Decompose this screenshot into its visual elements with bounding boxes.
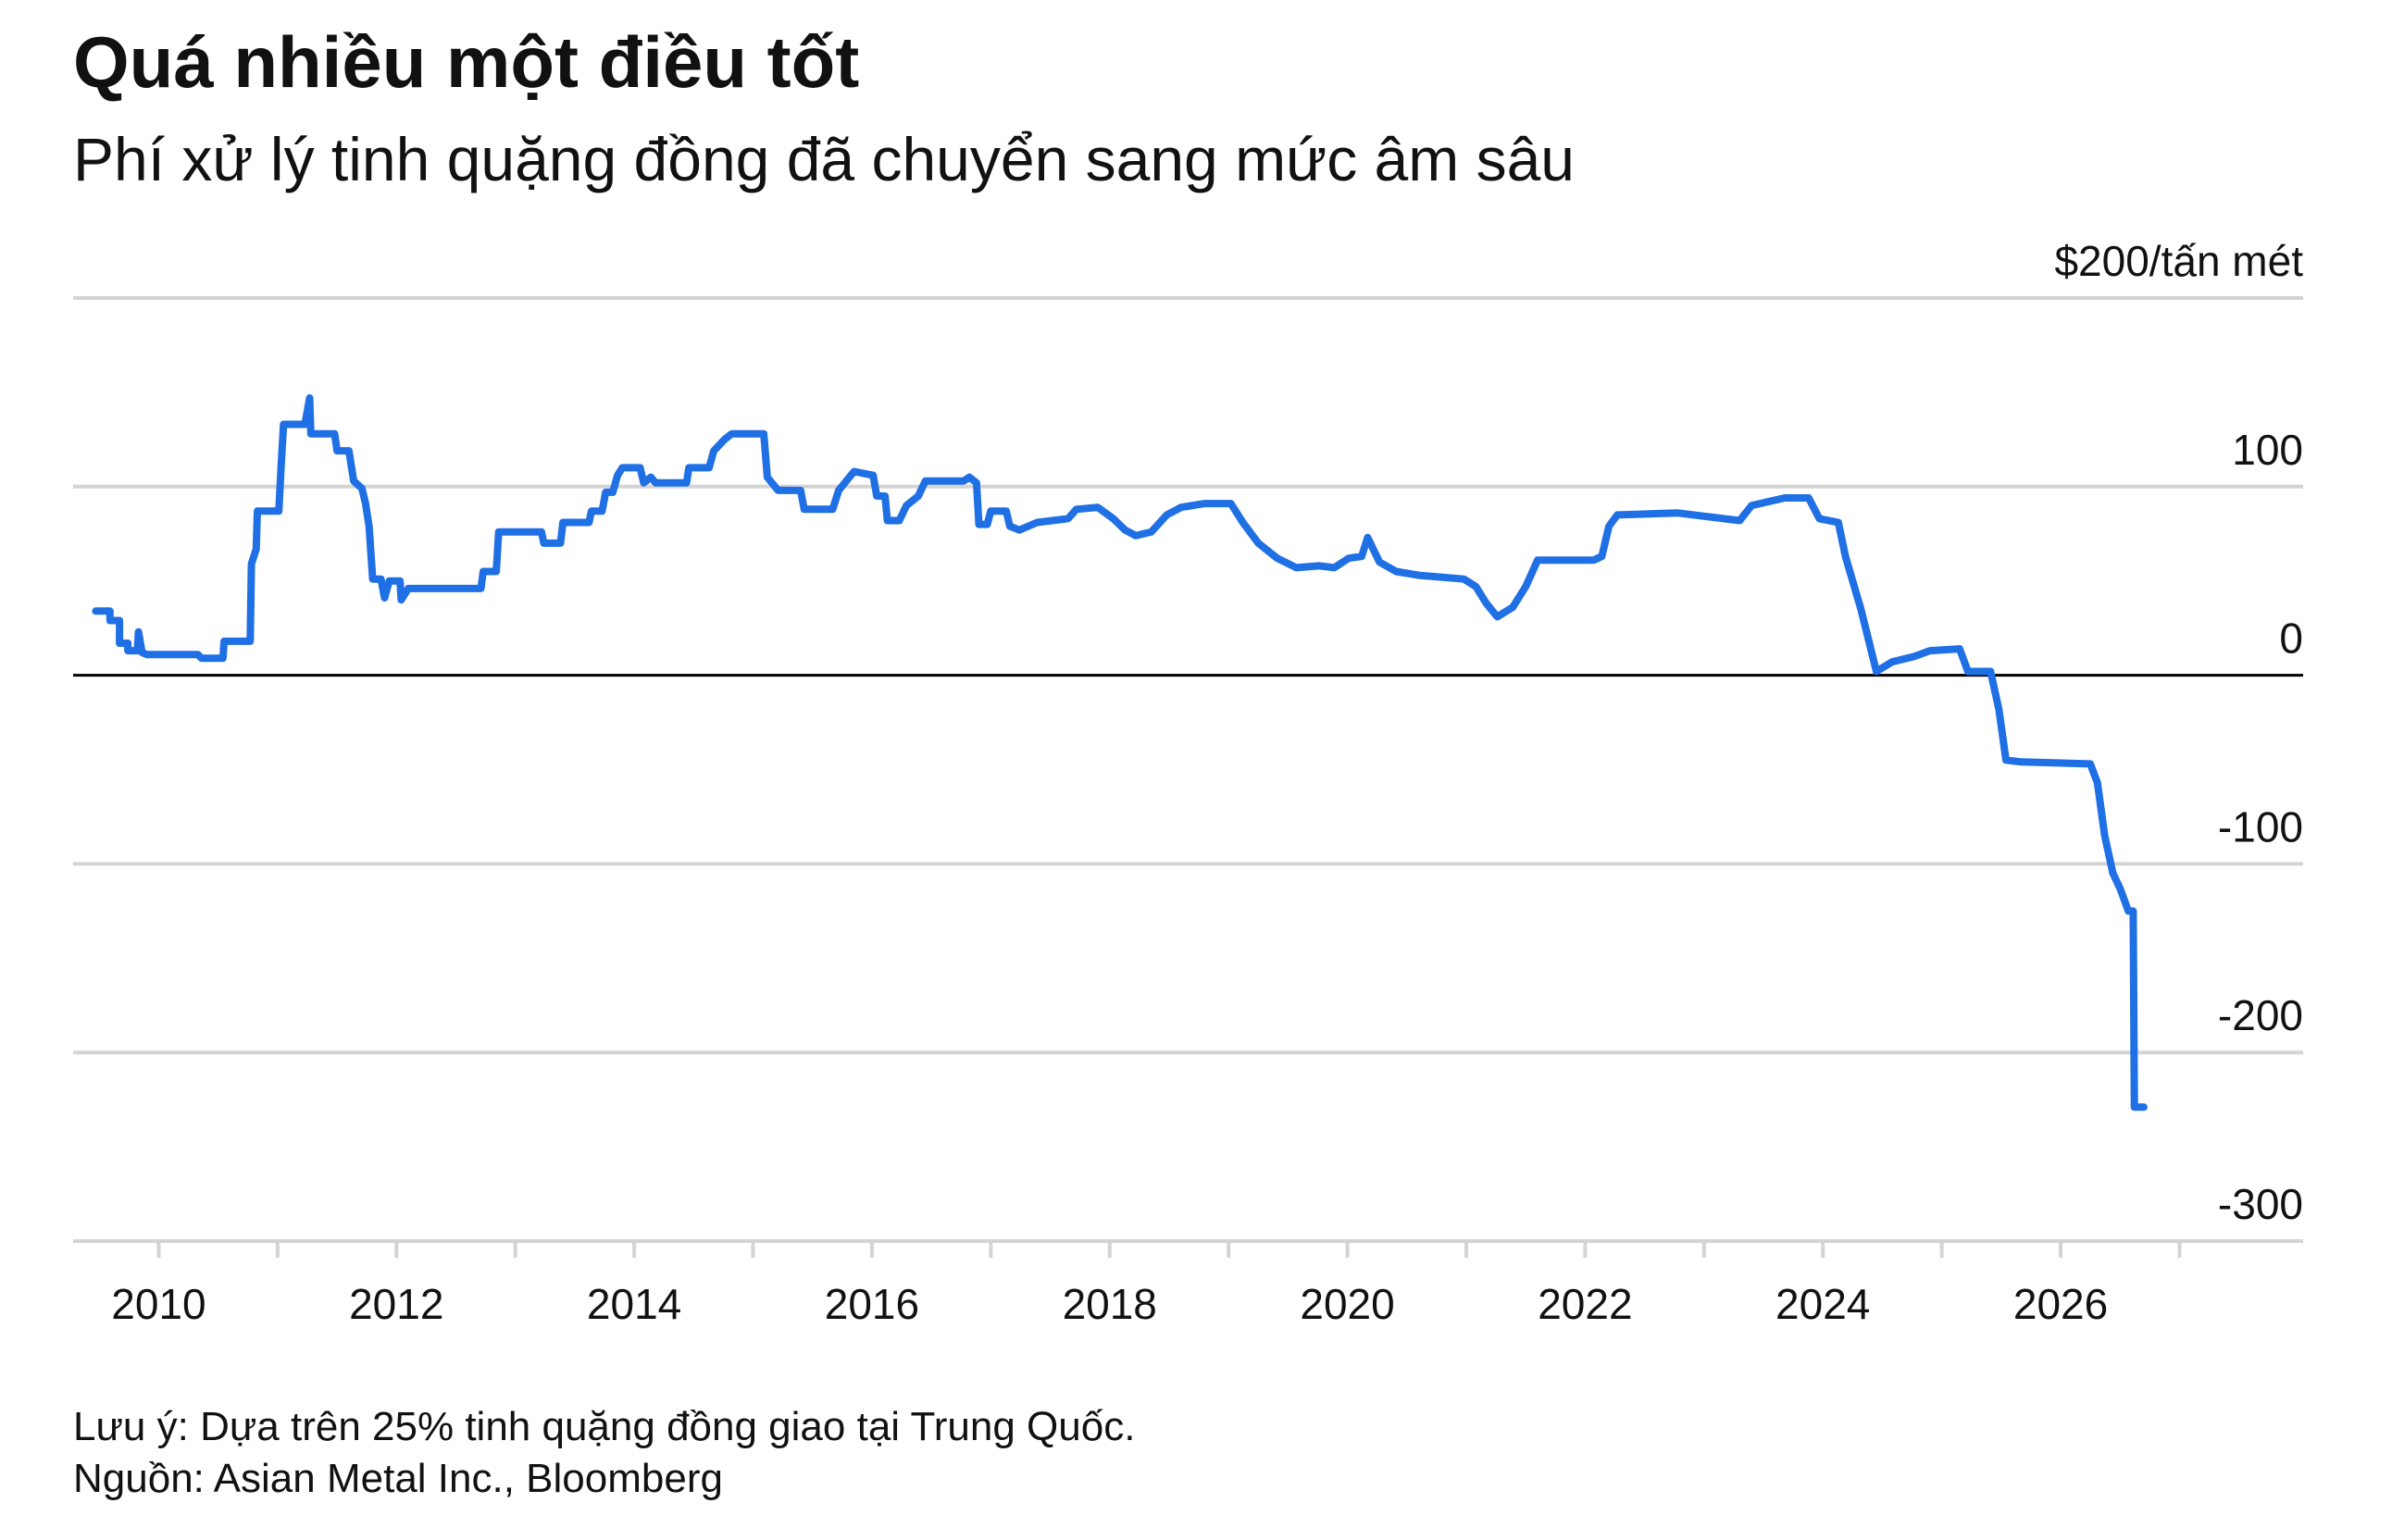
x-tick-label: 2022 <box>1538 1280 1632 1328</box>
line-series <box>92 394 2148 1112</box>
x-tick-label: 2026 <box>2013 1280 2108 1328</box>
x-tick-label: 2020 <box>1300 1280 1394 1328</box>
x-tick-label: 2016 <box>825 1280 919 1328</box>
note: Lưu ý: Dựa trên 25% tinh quặng đồng giao… <box>73 1404 1135 1449</box>
x-tick-label: 2018 <box>1063 1280 1157 1328</box>
chart-subtitle: Phí xử lý tinh quặng đồng đã chuyển sang… <box>73 125 1575 193</box>
y-tick-label: -200 <box>2218 991 2303 1039</box>
y-tick-label: 100 <box>2232 426 2303 474</box>
x-tick-label: 2010 <box>111 1280 206 1328</box>
source: Nguồn: Asian Metal Inc., Bloomberg <box>73 1456 723 1501</box>
y-tick-label: 0 <box>2279 615 2303 663</box>
x-tick-label: 2012 <box>349 1280 443 1328</box>
y-tick-label: $200/tấn mét <box>2054 237 2303 285</box>
x-tick-label: 2014 <box>587 1280 681 1328</box>
x-tick-label: 2024 <box>1775 1280 1870 1328</box>
y-tick-label: -100 <box>2218 802 2303 851</box>
y-tick-label: -300 <box>2218 1180 2303 1228</box>
chart-title: Quá nhiều một điều tốt <box>73 21 859 103</box>
